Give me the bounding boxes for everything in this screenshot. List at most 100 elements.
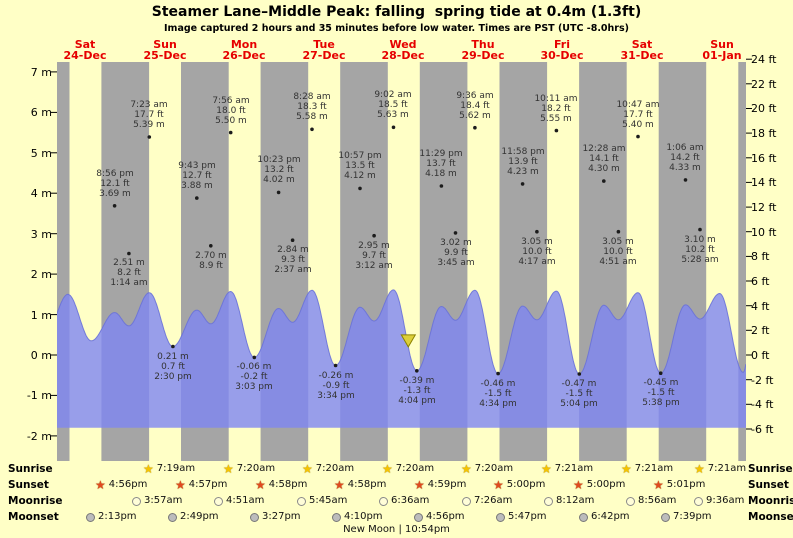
sunset-entry: ★ 5:00pm <box>573 478 625 492</box>
sunset-star-icon: ★ <box>653 478 664 492</box>
sunrise-time: 7:20am <box>236 463 276 474</box>
current-time-marker <box>400 334 417 348</box>
day-date: 31-Dec <box>620 49 664 62</box>
sunrise-time: 7:20am <box>315 463 355 474</box>
tide-dot <box>658 371 663 376</box>
axis-label-ft: -2 ft <box>751 374 774 387</box>
axis-label-ft: 18 ft <box>751 127 777 140</box>
page-subtitle: Image captured 2 hours and 35 minutes be… <box>164 23 629 34</box>
sunset-time: 5:01pm <box>666 479 706 490</box>
tide-dot <box>473 125 477 130</box>
axis-label-ft: 10 ft <box>751 226 777 239</box>
sunrise-label-right: Sunrise <box>748 463 793 475</box>
tide-dot <box>683 178 688 182</box>
moonset-entry: 4:56pm <box>414 510 465 524</box>
sunset-star-icon: ★ <box>573 478 584 492</box>
sunrise-star-icon: ★ <box>143 462 154 476</box>
tide-dot <box>496 371 500 376</box>
sunrise-entry: ★ 7:20am <box>461 462 513 476</box>
sunrise-entry: ★ 7:20am <box>223 462 275 476</box>
moonset-entry: 2:49pm <box>168 510 219 524</box>
sunrise-entry: ★ 7:21am <box>541 462 593 476</box>
tide-annotation: -0.47 m -1.5 ft 5:04 pm <box>560 379 598 409</box>
axis-label-m: 3 m <box>30 228 52 241</box>
day-date: 29-Dec <box>461 49 505 62</box>
sunrise-time: 7:20am <box>474 463 514 474</box>
day-of-week: Sat <box>631 38 653 51</box>
moonrise-time: 8:56am <box>638 495 677 506</box>
moonrise-time: 8:12am <box>556 495 595 506</box>
sunrise-entry: ★ 7:20am <box>382 462 434 476</box>
sunset-star-icon: ★ <box>255 478 266 492</box>
tide-dot <box>333 363 338 368</box>
tide-dot <box>602 179 606 183</box>
tide-annotation: 1:06 am 14.2 ft 4.33 m <box>666 143 704 173</box>
sunset-star-icon: ★ <box>95 478 106 492</box>
tide-annotation: 9:02 am 18.5 ft 5.63 m <box>374 90 412 120</box>
axis-label-m: 2 m <box>30 268 52 281</box>
sunset-entry: ★ 4:56pm <box>95 478 147 492</box>
sunrise-entry: ★ 7:21am <box>694 462 746 476</box>
sunset-time: 4:58pm <box>268 479 308 490</box>
tide-dot <box>112 204 117 208</box>
moonrise-time: 9:36am <box>706 495 745 506</box>
moonset-icon <box>86 512 95 522</box>
day-label: Fri 30-Dec <box>522 39 602 61</box>
tide-dot <box>171 344 175 349</box>
sunrise-star-icon: ★ <box>302 462 313 476</box>
moonset-time: 7:39pm <box>673 511 712 522</box>
axis-label-ft: 2 ft <box>751 324 770 337</box>
sunrise-label-left: Sunrise <box>8 463 53 475</box>
tide-dot <box>453 231 458 235</box>
moonset-time: 5:47pm <box>508 511 547 522</box>
axis-label-ft: 16 ft <box>751 152 777 165</box>
sunset-entry: ★ 4:58pm <box>334 478 386 492</box>
day-label: Sat 24-Dec <box>45 39 125 61</box>
sunrise-star-icon: ★ <box>541 462 552 476</box>
tide-annotation: 2.51 m 8.2 ft 1:14 am <box>110 258 148 288</box>
tide-annotation: 2.70 m 8.9 ft <box>195 251 227 271</box>
tide-annotation: -0.45 m -1.5 ft 5:38 pm <box>642 378 680 408</box>
day-of-week: Wed <box>389 38 417 51</box>
tide-annotation: -0.46 m -1.5 ft 4:34 pm <box>479 379 517 409</box>
moonset-icon <box>579 512 588 522</box>
moonrise-entry: 4:51am <box>214 494 264 508</box>
moonrise-icon <box>626 496 635 506</box>
sunset-entry: ★ 5:01pm <box>653 478 705 492</box>
axis-label-m: 4 m <box>30 187 52 200</box>
night-band <box>738 62 746 461</box>
tide-annotation: 10:11 am 18.2 ft 5.55 m <box>534 94 578 124</box>
axis-label-ft: 4 ft <box>751 300 770 313</box>
day-date: 25-Dec <box>143 49 187 62</box>
day-label: Sun 25-Dec <box>125 39 205 61</box>
axis-label-m: -2 m <box>26 430 52 443</box>
sunrise-entry: ★ 7:19am <box>143 462 195 476</box>
sunset-label-right: Sunset <box>748 479 789 491</box>
moonrise-entry: 3:57am <box>132 494 182 508</box>
moonrise-time: 4:51am <box>226 495 265 506</box>
tide-dot <box>520 182 525 186</box>
day-of-week: Fri <box>553 38 570 51</box>
moonrise-time: 7:26am <box>474 495 513 506</box>
tide-annotation: 3.02 m 9.9 ft 3:45 am <box>437 238 475 268</box>
moonrise-icon <box>214 496 223 506</box>
tide-dot <box>228 130 233 135</box>
tide-annotation: 11:29 pm 13.7 ft 4.18 m <box>419 149 463 179</box>
tide-dot <box>252 355 257 360</box>
moonrise-icon <box>694 496 703 506</box>
sunrise-star-icon: ★ <box>382 462 393 476</box>
axis-label-m: 5 m <box>30 147 52 160</box>
tide-annotation: 10:57 pm 13.5 ft 4.12 m <box>338 151 382 181</box>
tide-dot <box>310 127 314 132</box>
moonrise-entry: 8:56am <box>626 494 676 508</box>
axis-label-m: 7 m <box>30 66 52 79</box>
axis-label-ft: 0 ft <box>751 349 770 362</box>
moonset-label-left: Moonset <box>8 511 59 523</box>
moonset-icon <box>496 512 505 522</box>
day-of-week: Sat <box>74 38 96 51</box>
day-of-week: Sun <box>153 38 177 51</box>
tide-dot <box>391 125 396 130</box>
sunrise-entry: ★ 7:21am <box>621 462 673 476</box>
